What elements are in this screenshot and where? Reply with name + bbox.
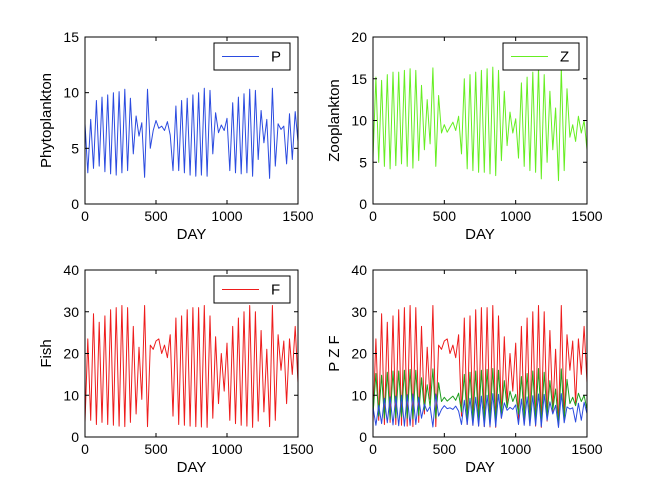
phytoplankton-plot: 0 500 1000 1500 0 5 10 15 DAY Phytoplankton P: [38, 29, 314, 243]
x-tick-label: 500: [433, 208, 457, 224]
y-tick-label: 0: [359, 429, 367, 445]
y-axis-label: Fish: [38, 339, 55, 367]
x-axis-label: DAY: [465, 459, 495, 476]
fish-plot: 0 500 1000 1500 0 10 20 30 40 DAY Fish F: [38, 262, 314, 476]
y-tick-label: 0: [71, 429, 79, 445]
legend: F: [213, 275, 291, 304]
y-tick-label: 40: [63, 262, 79, 278]
x-tick-label: 1500: [282, 208, 313, 224]
x-tick-label: 1500: [282, 441, 313, 457]
y-tick-label: 30: [351, 304, 367, 320]
y-tick-label: 10: [63, 387, 79, 403]
x-tick-label: 500: [433, 441, 457, 457]
series-line-f: [85, 305, 298, 428]
series-line-p: [85, 87, 298, 179]
y-tick-label: 15: [63, 29, 79, 45]
x-axis-label: DAY: [177, 459, 207, 476]
y-tick-label: 5: [359, 154, 367, 170]
axes-box: [84, 36, 299, 205]
y-tick-label: 20: [63, 346, 79, 362]
x-tick-label: 500: [144, 441, 168, 457]
zooplankton-plot: 0 500 1000 1500 0 5 10 15 20 DAY Zooplankton Z: [326, 29, 603, 243]
x-tick-label: 0: [81, 208, 89, 224]
y-tick-label: 15: [351, 71, 367, 87]
series-group: [373, 305, 587, 428]
series-line-z: [373, 66, 587, 182]
y-tick-label: 40: [351, 262, 367, 278]
y-axis-label: Zooplankton: [326, 79, 343, 162]
series-group: [85, 305, 298, 428]
y-tick-label: 30: [63, 304, 79, 320]
x-axis-label: DAY: [465, 226, 495, 243]
legend-label: Z: [560, 49, 569, 66]
series-line-f: [373, 305, 587, 428]
y-axis-label: Phytoplankton: [38, 73, 55, 168]
y-tick-label: 20: [351, 346, 367, 362]
x-tick-label: 1500: [571, 441, 602, 457]
series-line-p: [373, 393, 587, 428]
legend: P: [213, 42, 291, 71]
y-tick-label: 10: [63, 85, 79, 101]
y-tick-label: 10: [351, 387, 367, 403]
combined-plot: 0 500 1000 1500 0 10 20 30 40 DAY P Z F: [326, 262, 603, 476]
y-axis-label: P Z F: [326, 335, 343, 371]
x-tick-label: 500: [144, 208, 168, 224]
x-tick-label: 0: [369, 441, 377, 457]
legend-label: F: [271, 282, 280, 299]
y-tick-label: 20: [351, 29, 367, 45]
y-tick-label: 5: [71, 140, 79, 156]
series-group: [85, 87, 298, 179]
legend: Z: [502, 42, 580, 71]
x-axis-label: DAY: [177, 226, 207, 243]
y-tick-label: 0: [71, 196, 79, 212]
y-tick-label: 10: [351, 113, 367, 129]
x-tick-label: 1000: [500, 208, 531, 224]
x-tick-label: 1500: [571, 208, 602, 224]
x-tick-label: 1000: [211, 441, 242, 457]
y-tick-label: 0: [359, 196, 367, 212]
x-tick-label: 1000: [211, 208, 242, 224]
series-line-z: [373, 368, 587, 426]
x-tick-label: 0: [81, 441, 89, 457]
legend-label: P: [271, 49, 281, 66]
series-group: [373, 66, 587, 182]
x-tick-label: 1000: [500, 441, 531, 457]
x-tick-label: 0: [369, 208, 377, 224]
